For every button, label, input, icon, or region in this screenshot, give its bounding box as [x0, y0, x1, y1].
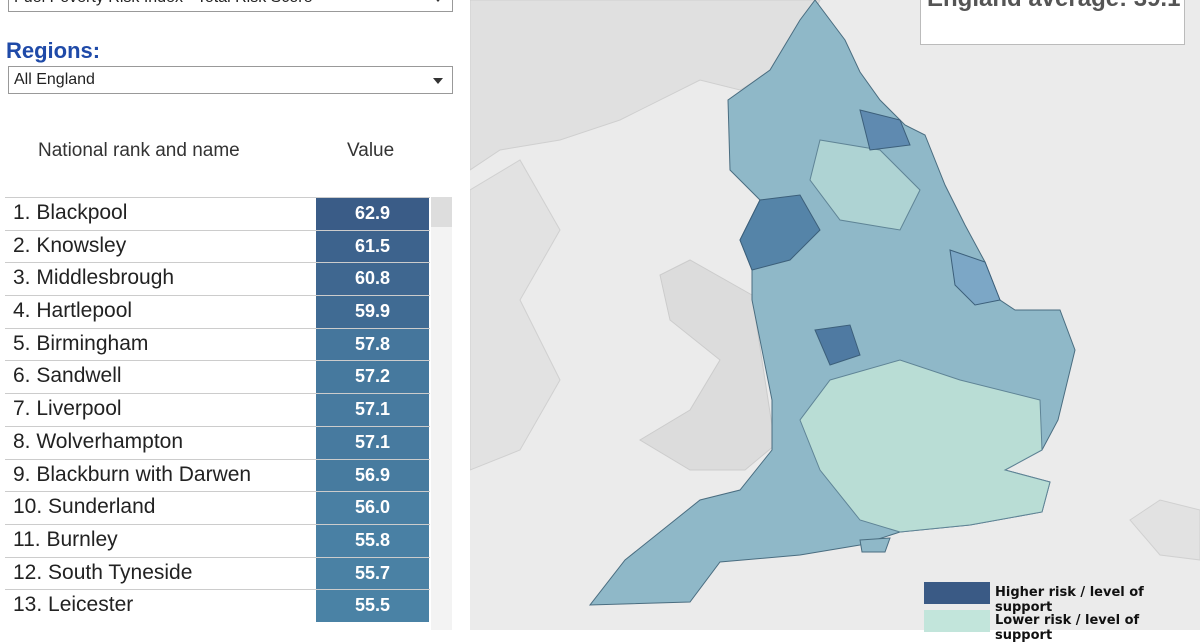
table-row: 8. Wolverhampton 57.1 — [5, 425, 430, 459]
region-dropdown[interactable]: All England — [8, 66, 453, 94]
legend-label: Lower risk / level of support — [995, 613, 1140, 643]
value-cell: 56.9 — [316, 459, 429, 492]
table-row: 12. South Tyneside 55.7 — [5, 556, 430, 590]
rank-name: 7. Liverpool — [13, 397, 122, 421]
table-row: 4. Hartlepool 59.9 — [5, 295, 430, 328]
table-row: 9. Blackburn with Darwen 56.9 — [5, 458, 430, 492]
side-panel: Fuel Poverty Risk Index - Total Risk Sco… — [0, 0, 470, 630]
legend-swatch — [924, 582, 990, 604]
average-box: England average: 39.1 — [920, 0, 1185, 45]
regions-label: Regions: — [6, 38, 101, 63]
table-row: 13. Leicester 55.5 — [5, 589, 430, 622]
value-cell: 55.5 — [316, 590, 429, 622]
west-midlands[interactable] — [814, 324, 861, 366]
rank-name: 5. Birmingham — [13, 331, 149, 355]
table: 1. Blackpool 62.9 2. Knowsley 61.5 3. Middle… — [5, 197, 430, 622]
france — [1129, 499, 1200, 561]
england-average: England average: 39.1 — [927, 0, 1180, 13]
lancashire[interactable] — [739, 194, 821, 271]
south-east[interactable] — [799, 359, 1051, 533]
ireland — [470, 159, 561, 471]
value-cell: 56.0 — [316, 492, 429, 524]
north-yorkshire[interactable] — [809, 139, 921, 231]
table-header: Value — [347, 140, 395, 161]
tyne-wear[interactable] — [859, 109, 911, 151]
lincolnshire[interactable] — [949, 249, 1001, 306]
rank-name: 10. Sunderland — [13, 495, 156, 519]
rank-name: 1. Blackpool — [13, 201, 128, 224]
scroll-thumb[interactable] — [431, 197, 452, 227]
isle-of-wight[interactable] — [859, 537, 891, 553]
value-cell: 57.2 — [316, 361, 429, 394]
legend-item: Lower risk / level of support — [924, 610, 1194, 643]
rank-name: 9. Blackburn with Darwen — [13, 462, 252, 486]
table-row: 7. Liverpool 57.1 — [5, 393, 430, 426]
scrollbar[interactable] — [431, 197, 452, 630]
value-cell: 57.1 — [316, 394, 429, 426]
table-header: National rank and name — [38, 140, 240, 161]
legend-label: Higher risk / level of support — [995, 585, 1144, 615]
rank-name: 3. Middlesbrough — [13, 266, 175, 290]
table-row: 10. Sunderland 56.0 — [5, 491, 430, 524]
legend-swatch — [924, 610, 990, 632]
map[interactable] — [470, 0, 1200, 630]
rank-name: 12. South Tyneside — [13, 560, 193, 584]
table-row: 1. Blackpool 62.9 — [5, 197, 430, 230]
value-cell: 57.8 — [316, 328, 429, 361]
value-cell: 61.5 — [316, 230, 429, 263]
legend-item: Higher risk / level of support — [924, 582, 1194, 615]
rank-name: 11. Burnley — [13, 527, 118, 551]
table-row: 11. Burnley 55.8 — [5, 523, 430, 557]
table-row: 5. Birmingham 57.8 — [5, 327, 430, 361]
value-cell: 60.8 — [316, 263, 429, 296]
table-row: 3. Middlesbrough 60.8 — [5, 262, 430, 296]
indicator-dropdown[interactable]: Fuel Poverty Risk Index - Total Risk Sco… — [8, 0, 453, 12]
value-cell: 55.8 — [316, 524, 429, 557]
table-row: 2. Knowsley 61.5 — [5, 229, 430, 263]
rank-name: 8. Wolverhampton — [13, 429, 184, 453]
value-cell: 62.9 — [316, 198, 429, 230]
value-cell: 59.9 — [316, 296, 429, 328]
rank-name: 2. Knowsley — [13, 233, 127, 257]
table-row: 6. Sandwell 57.2 — [5, 360, 430, 394]
rank-name: 6. Sandwell — [13, 364, 122, 388]
value-cell: 55.7 — [316, 557, 429, 590]
rank-name: 4. Hartlepool — [13, 299, 133, 323]
value-cell: 57.1 — [316, 426, 429, 459]
rank-name: 13. Leicester — [13, 593, 134, 617]
